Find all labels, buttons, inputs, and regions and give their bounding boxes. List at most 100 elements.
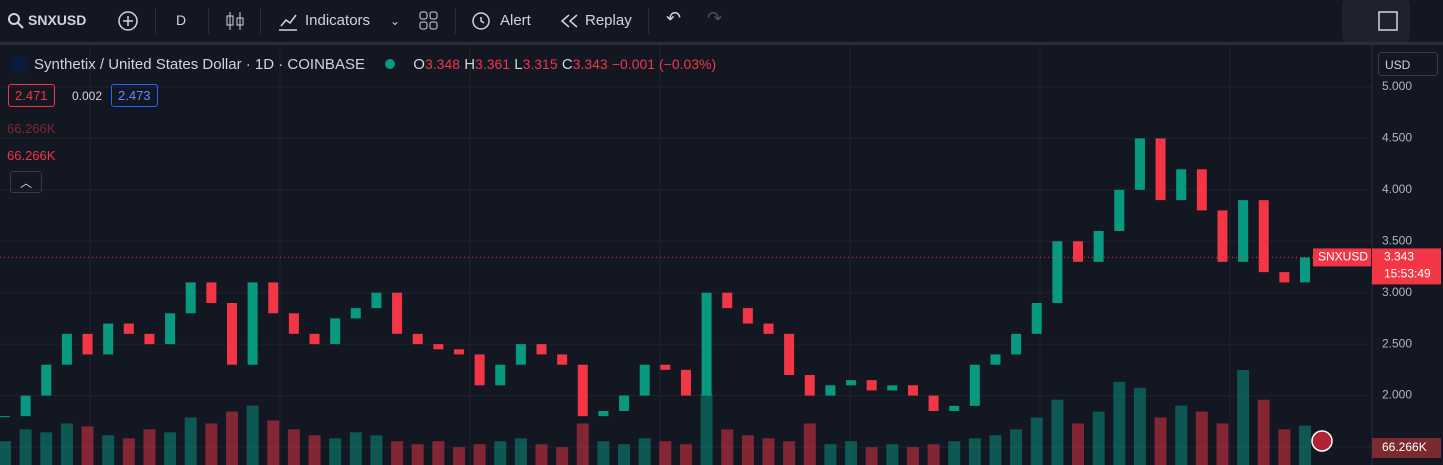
dropdown[interactable]: ⌄ — [390, 14, 401, 28]
volume-bar — [1030, 417, 1043, 465]
candle — [226, 302, 237, 365]
volume-bar — [927, 444, 940, 465]
ask[interactable]: 2.473 — [111, 84, 158, 107]
candle — [144, 333, 155, 345]
candle — [949, 405, 960, 411]
volume-bar — [659, 441, 672, 465]
candle — [61, 333, 72, 365]
candle — [1300, 257, 1310, 283]
y-tick-label: 3.000 — [1382, 285, 1412, 299]
alert[interactable]: Alert — [500, 12, 531, 29]
candle — [1176, 169, 1187, 201]
y-tick-label: 4.000 — [1382, 182, 1412, 196]
volume-bar — [81, 426, 94, 465]
volume-bar — [60, 423, 73, 465]
collapse-legend[interactable]: ︿ — [10, 171, 42, 193]
y-tick-label: 5.000 — [1382, 79, 1412, 93]
volume-bar — [741, 435, 754, 465]
volume-bar — [370, 435, 383, 465]
add-symbol[interactable] — [117, 10, 139, 32]
candle — [20, 395, 31, 417]
candle — [928, 395, 939, 411]
volume-bar — [1299, 425, 1311, 465]
high: 3.361 — [475, 56, 511, 72]
volume-tag-bg — [1372, 438, 1441, 458]
volume-bar — [535, 444, 548, 465]
symbol-tag-bg — [1313, 248, 1371, 267]
undo[interactable]: ↶ — [666, 8, 682, 28]
volume-bar — [349, 432, 362, 465]
candle — [1114, 189, 1125, 231]
candle — [1052, 241, 1063, 303]
candle — [0, 416, 10, 418]
volume-bar — [246, 405, 259, 465]
volume-bar — [287, 429, 300, 465]
volume-bar — [1195, 411, 1208, 465]
symbol-tag: SNXUSD — [1318, 250, 1368, 264]
candle — [288, 313, 299, 334]
volume-bar — [638, 438, 651, 465]
volume-bar — [19, 429, 32, 465]
candle — [453, 349, 464, 355]
candle — [866, 380, 877, 391]
chart-type[interactable] — [225, 10, 245, 32]
volume-bar — [556, 447, 569, 465]
indicators[interactable]: Indicators — [305, 12, 371, 29]
interval[interactable]: D — [176, 12, 187, 28]
volume-bar — [1154, 417, 1167, 465]
candle — [536, 344, 547, 355]
candle — [701, 292, 712, 396]
volume-bar — [1237, 370, 1250, 465]
candle — [165, 313, 176, 345]
o-label: O — [413, 56, 425, 73]
symbol[interactable]: SNXUSD — [28, 12, 87, 28]
volume-tag: 66.266K — [1382, 440, 1427, 454]
y-tick-label: 3.500 — [1382, 233, 1412, 247]
candle — [412, 333, 423, 345]
volume-bar — [267, 420, 280, 465]
volume-bar — [452, 447, 465, 465]
candle — [577, 364, 588, 417]
volume-bar — [391, 441, 404, 465]
volume-bar — [1113, 381, 1126, 465]
candle — [598, 410, 609, 417]
layouts[interactable] — [419, 11, 439, 31]
volume-bar — [1051, 399, 1064, 465]
spread: 0.002 — [72, 89, 103, 103]
volume-bar — [308, 435, 321, 465]
volume-bar — [803, 423, 816, 465]
replay-icon — [560, 14, 578, 28]
candle — [309, 333, 320, 345]
countdown: 15:53:49 — [1384, 267, 1431, 281]
legend: Synthetix / United States Dollar · 1D · … — [34, 56, 1334, 73]
candle — [639, 364, 650, 396]
volume-bar — [329, 438, 342, 465]
y-tick-label: 2.500 — [1382, 336, 1412, 350]
volume-bar — [824, 444, 837, 465]
volume-bar — [762, 438, 775, 465]
search-icon — [8, 13, 24, 29]
candle — [990, 354, 1001, 365]
alert-icon — [472, 12, 490, 30]
candle — [907, 385, 918, 396]
volume-bar — [432, 441, 445, 465]
c-label: C — [561, 56, 573, 73]
candle — [846, 380, 857, 386]
volume-bar — [618, 444, 631, 465]
currency[interactable]: USD — [1378, 52, 1438, 76]
volume-bar — [721, 429, 734, 465]
replay[interactable]: Replay — [585, 12, 632, 29]
candle — [123, 323, 134, 334]
volume-bar — [845, 441, 858, 465]
volume-bar — [1216, 423, 1229, 465]
bid[interactable]: 2.471 — [8, 84, 55, 107]
candle — [742, 308, 753, 324]
candle — [495, 364, 506, 386]
volume-bar — [1072, 423, 1085, 465]
fullscreen[interactable] — [1376, 9, 1400, 33]
candle — [1238, 200, 1249, 262]
volume-bar — [122, 438, 135, 465]
volume-bar — [576, 423, 589, 465]
low: 3.315 — [522, 56, 558, 72]
candle — [722, 292, 733, 309]
